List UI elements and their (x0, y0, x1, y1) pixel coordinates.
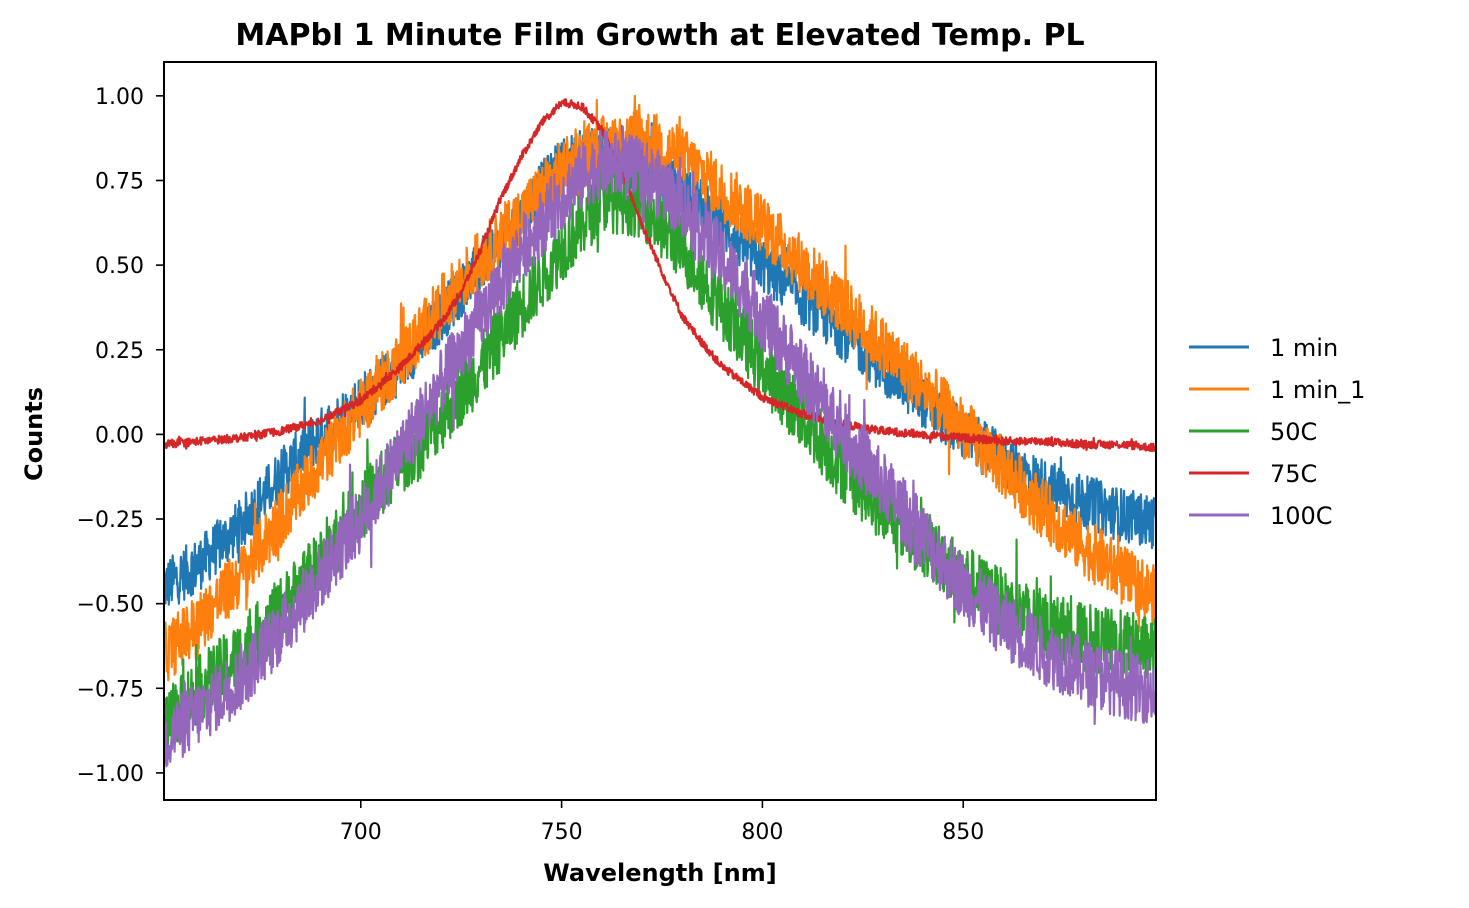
x-tick-label: 800 (741, 820, 783, 845)
chart-title: MAPbI 1 Minute Film Growth at Elevated T… (235, 18, 1084, 53)
plot-frame (163, 61, 1157, 801)
y-axis: 1.00 0.75 0.50 0.25 0.00 −0.25 −0.50 −0.75 −1.00 (77, 85, 164, 787)
legend-label: 50C (1270, 418, 1317, 446)
x-axis-label: Wavelength [nm] (543, 859, 776, 887)
y-tick-label: −0.25 (77, 508, 144, 533)
series-line-4 (164, 125, 1156, 768)
x-tick-label: 700 (340, 820, 382, 845)
legend-label: 75C (1270, 460, 1317, 488)
series-layer (164, 94, 1156, 768)
y-tick-label: 0.00 (95, 423, 144, 448)
y-axis-label: Counts (20, 387, 48, 481)
legend-label: 100C (1270, 502, 1333, 530)
x-axis: 700 750 800 850 (340, 800, 984, 845)
y-tick-label: 1.00 (95, 85, 144, 110)
y-tick-label: 0.25 (95, 339, 144, 364)
series-line-3 (164, 98, 1156, 453)
y-tick-label: 0.75 (95, 169, 144, 194)
y-tick-label: −0.50 (77, 593, 144, 618)
y-tick-label: −1.00 (77, 762, 144, 787)
legend-label: 1 min (1270, 334, 1338, 362)
y-tick-label: −0.75 (77, 677, 144, 702)
x-tick-label: 750 (541, 820, 583, 845)
x-tick-label: 850 (942, 820, 984, 845)
y-tick-label: 0.50 (95, 254, 144, 279)
legend-label: 1 min_1 (1270, 376, 1365, 404)
legend: 1 min 1 min_1 50C 75C 100C (1189, 334, 1365, 530)
